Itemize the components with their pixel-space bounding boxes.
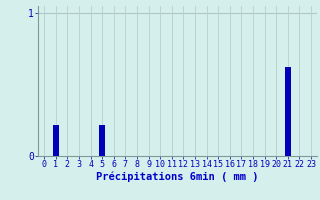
Bar: [285, 67, 291, 156]
Bar: [53, 125, 59, 156]
Bar: [99, 125, 105, 156]
X-axis label: Précipitations 6min ( mm ): Précipitations 6min ( mm ): [96, 172, 259, 182]
